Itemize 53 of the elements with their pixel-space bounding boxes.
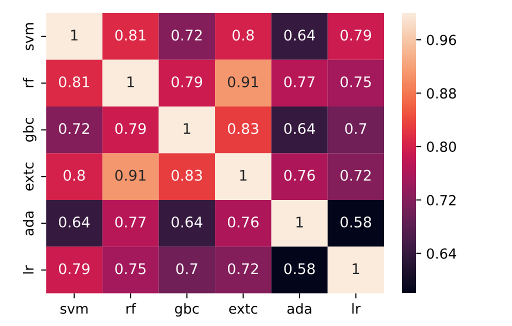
- x-tick-label: ada: [287, 303, 312, 314]
- color-bar-label: 0.96: [426, 34, 456, 46]
- data-label: 0.83: [228, 123, 258, 134]
- data-label: 0.79: [340, 30, 372, 41]
- y-tick-label: lr: [22, 265, 34, 274]
- data-label: 0.83: [172, 170, 202, 181]
- data-label: 1: [352, 263, 360, 274]
- data-label: 0.91: [228, 76, 258, 88]
- data-label: 0.72: [172, 30, 202, 41]
- data-label: 0.77: [115, 216, 146, 228]
- data-label: 0.77: [284, 76, 315, 88]
- data-label: 0.79: [115, 123, 146, 134]
- data-label: 0.64: [58, 216, 90, 228]
- color-bar-label: 0.72: [426, 194, 456, 206]
- y-tick-label: gbc: [22, 118, 36, 142]
- color-bar-label: 0.88: [426, 88, 456, 99]
- data-label: 0.76: [284, 170, 315, 181]
- data-label: 0.8: [64, 170, 85, 181]
- data-label: 0.58: [340, 216, 372, 228]
- data-label: 0.58: [284, 263, 315, 274]
- color-bar-label: 0.80: [426, 142, 456, 152]
- data-label: 0.8: [232, 30, 254, 41]
- data-label: 0.64: [284, 123, 315, 134]
- data-label: 0.7: [176, 263, 198, 274]
- data-label: 0.64: [172, 216, 202, 228]
- data-label: 1: [71, 30, 78, 40]
- data-label: 0.81: [58, 76, 90, 88]
- x-tick-label: svm: [60, 306, 88, 314]
- data-label: 0.7: [345, 123, 366, 134]
- data-label: 0.91: [115, 170, 146, 181]
- data-label: 0.72: [58, 123, 90, 134]
- data-label: 0.64: [284, 30, 315, 41]
- data-label: 1: [296, 216, 303, 228]
- data-label: 1: [240, 170, 246, 181]
- y-tick-label: rf: [22, 78, 34, 88]
- y-tick-label: svm: [26, 23, 34, 50]
- x-tick-label: rf: [126, 303, 136, 314]
- color-bar-label: 0.64: [426, 248, 456, 259]
- data-label: 0.76: [228, 216, 259, 228]
- data-label: 0.72: [228, 263, 258, 274]
- data-label: 1: [128, 76, 134, 88]
- x-tick-label: lr: [352, 303, 361, 314]
- data-label: 0.79: [172, 76, 202, 88]
- y-tick-label: ada: [22, 212, 34, 236]
- data-label: 0.81: [115, 30, 146, 41]
- data-label: 0.75: [340, 76, 371, 88]
- data-label: 0.72: [340, 170, 371, 181]
- y-tick-label: extc: [24, 162, 34, 191]
- x-tick-label: extc: [229, 304, 258, 314]
- data-label: 0.79: [58, 263, 90, 274]
- data-label: 0.75: [115, 263, 146, 274]
- x-tick-label: gbc: [175, 303, 199, 317]
- data-label: 1: [184, 123, 190, 134]
